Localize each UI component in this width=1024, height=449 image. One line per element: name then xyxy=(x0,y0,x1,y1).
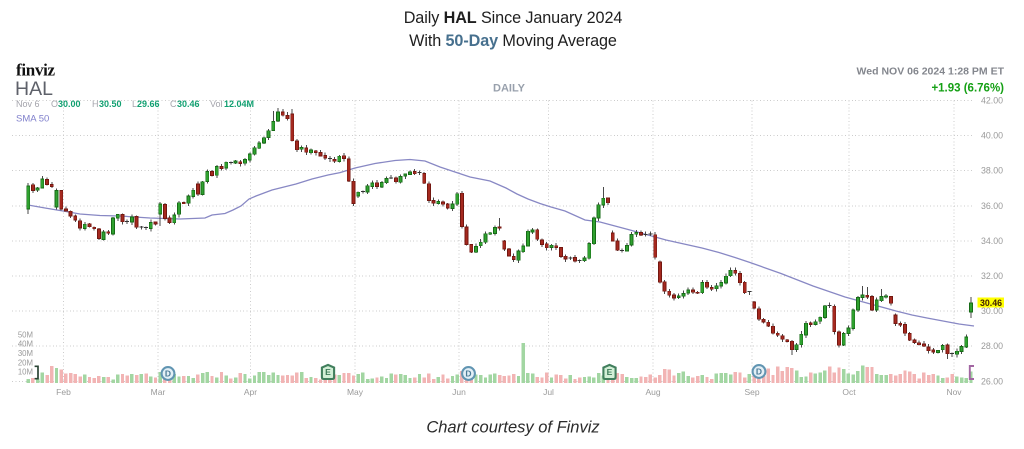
svg-text:26.00: 26.00 xyxy=(981,376,1003,386)
svg-text:50M: 50M xyxy=(18,330,33,339)
svg-text:32.00: 32.00 xyxy=(981,271,1003,281)
svg-text:Jun: Jun xyxy=(452,387,466,397)
svg-text:42.00: 42.00 xyxy=(981,96,1003,106)
svg-text:E: E xyxy=(325,367,331,377)
svg-text:30M: 30M xyxy=(18,349,33,358)
svg-text:Mar: Mar xyxy=(151,387,166,397)
svg-text:40.00: 40.00 xyxy=(981,131,1003,141)
svg-text:Vol: Vol xyxy=(210,99,223,109)
svg-text:May: May xyxy=(347,387,364,397)
svg-text:30.46: 30.46 xyxy=(177,99,200,109)
svg-text:Nov 6: Nov 6 xyxy=(16,99,40,109)
svg-text:D: D xyxy=(756,367,762,377)
svg-text:L: L xyxy=(132,99,137,109)
svg-text:E: E xyxy=(607,367,613,377)
svg-text:HAL: HAL xyxy=(15,78,53,100)
svg-text:38.00: 38.00 xyxy=(981,166,1003,176)
svg-text:H: H xyxy=(92,99,99,109)
svg-text:Jul: Jul xyxy=(543,387,554,397)
svg-text:Chart courtesy of Finviz: Chart courtesy of Finviz xyxy=(426,419,600,437)
svg-text:29.66: 29.66 xyxy=(137,99,160,109)
svg-text:SMA 50: SMA 50 xyxy=(16,114,49,125)
svg-text:12.04M: 12.04M xyxy=(224,99,254,109)
svg-text:Apr: Apr xyxy=(244,387,257,397)
svg-text:With 50-Day Moving Average: With 50-Day Moving Average xyxy=(409,32,617,50)
svg-text:+1.93 (6.76%): +1.93 (6.76%) xyxy=(931,83,1004,95)
svg-text:30.00: 30.00 xyxy=(981,306,1003,316)
svg-text:Oct: Oct xyxy=(842,387,856,397)
svg-text:10M: 10M xyxy=(18,368,33,377)
svg-text:36.00: 36.00 xyxy=(981,201,1003,211)
svg-text:20M: 20M xyxy=(18,358,33,367)
svg-text:DAILY: DAILY xyxy=(493,83,526,95)
svg-text:D: D xyxy=(465,369,471,379)
svg-text:28.00: 28.00 xyxy=(981,341,1003,351)
svg-text:C: C xyxy=(170,99,177,109)
svg-text:O: O xyxy=(51,99,58,109)
svg-text:finviz: finviz xyxy=(16,61,56,80)
svg-text:30.50: 30.50 xyxy=(99,99,122,109)
svg-text:Nov: Nov xyxy=(946,387,962,397)
svg-text:Wed NOV 06 2024 1:28 PM ET: Wed NOV 06 2024 1:28 PM ET xyxy=(857,66,1005,78)
svg-text:30.00: 30.00 xyxy=(58,99,81,109)
svg-text:D: D xyxy=(165,369,171,379)
svg-text:Sep: Sep xyxy=(744,387,759,397)
svg-text:30.46: 30.46 xyxy=(980,298,1002,308)
svg-text:Feb: Feb xyxy=(56,387,71,397)
svg-text:34.00: 34.00 xyxy=(981,236,1003,246)
svg-text:Daily HAL Since January 2024: Daily HAL Since January 2024 xyxy=(404,9,623,27)
svg-text:Aug: Aug xyxy=(645,387,660,397)
svg-text:40M: 40M xyxy=(18,340,33,349)
